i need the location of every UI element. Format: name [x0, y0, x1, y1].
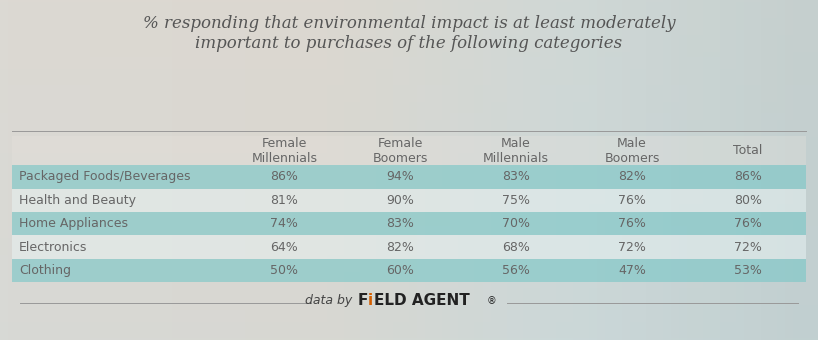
Text: 82%: 82% [386, 241, 414, 254]
Text: Female
Boomers: Female Boomers [372, 137, 428, 165]
Text: i: i [367, 293, 372, 308]
Text: 83%: 83% [386, 217, 414, 230]
Text: 86%: 86% [271, 170, 299, 184]
Text: Male
Millennials: Male Millennials [483, 137, 549, 165]
Text: F: F [357, 293, 368, 308]
Text: Total: Total [733, 144, 762, 157]
Text: 68%: 68% [502, 241, 530, 254]
Text: 94%: 94% [386, 170, 414, 184]
Text: % responding that environmental impact is at least moderately
important to purch: % responding that environmental impact i… [142, 15, 676, 52]
Text: 53%: 53% [734, 264, 762, 277]
Bar [12, 259, 806, 282]
Text: Female
Millennials: Female Millennials [251, 137, 317, 165]
Bar [12, 235, 806, 259]
Text: 56%: 56% [502, 264, 530, 277]
Text: 72%: 72% [618, 241, 646, 254]
Text: 72%: 72% [734, 241, 762, 254]
Text: Packaged Foods/Beverages: Packaged Foods/Beverages [19, 170, 191, 184]
Text: 64%: 64% [271, 241, 299, 254]
Text: 76%: 76% [618, 194, 646, 207]
Text: data by: data by [304, 294, 356, 307]
Text: Health and Beauty: Health and Beauty [19, 194, 136, 207]
Text: 75%: 75% [502, 194, 530, 207]
Bar [12, 189, 806, 212]
Text: 82%: 82% [618, 170, 646, 184]
Text: Male
Boomers: Male Boomers [605, 137, 659, 165]
Text: 83%: 83% [502, 170, 530, 184]
Text: 81%: 81% [271, 194, 299, 207]
Text: ELD AGENT: ELD AGENT [374, 293, 470, 308]
Text: 60%: 60% [386, 264, 414, 277]
Text: Home Appliances: Home Appliances [19, 217, 128, 230]
Bar [12, 136, 806, 165]
Text: 50%: 50% [271, 264, 299, 277]
Text: 86%: 86% [734, 170, 762, 184]
Text: 47%: 47% [618, 264, 646, 277]
Text: 70%: 70% [502, 217, 530, 230]
Text: Electronics: Electronics [19, 241, 88, 254]
Text: ®: ® [487, 296, 497, 306]
Text: 80%: 80% [734, 194, 762, 207]
Text: 74%: 74% [271, 217, 299, 230]
Text: Clothing: Clothing [19, 264, 71, 277]
Bar [12, 212, 806, 235]
Text: 90%: 90% [386, 194, 414, 207]
Text: 76%: 76% [734, 217, 762, 230]
Bar [12, 165, 806, 189]
Text: 76%: 76% [618, 217, 646, 230]
